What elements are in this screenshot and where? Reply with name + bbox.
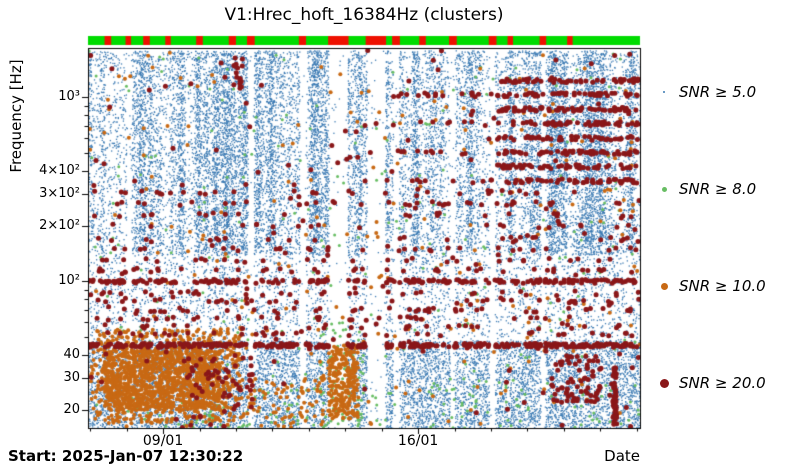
y-axis-tick-label: 20 [63, 402, 80, 418]
legend-entry-snr10: SNR ≥ 10.0 [656, 275, 766, 297]
legend-marker-box [656, 282, 672, 290]
legend-label: SNR ≥ 8.0 [679, 180, 757, 198]
legend-marker-box [656, 186, 672, 192]
legend-entry-snr5: SNR ≥ 5.0 [656, 81, 756, 103]
x-axis-tick-label: 09/01 [142, 433, 184, 449]
y-axis-label: Frequency [Hz] [7, 59, 25, 173]
x-axis-tick-label: 16/01 [397, 433, 439, 449]
y-axis-tick-label: 2×10² [39, 217, 80, 233]
legend-label: SNR ≥ 10.0 [679, 277, 766, 295]
legend-marker-box [656, 90, 672, 94]
chart-title: V1:Hrec_hoft_16384Hz (clusters) [224, 5, 504, 25]
legend-marker-box [656, 378, 672, 388]
y-axis-tick-label: 40 [63, 346, 80, 362]
x-axis-label: Date [604, 447, 640, 465]
snr5-marker-dot [662, 90, 666, 94]
snr10-marker-dot [660, 282, 668, 290]
y-axis-tick-label: 30 [63, 369, 80, 385]
y-axis-tick-label: 4×10² [39, 162, 80, 178]
legend: SNR ≥ 5.0 SNR ≥ 8.0 SNR ≥ 10.0 SNR ≥ 20.0 [656, 0, 804, 472]
legend-entry-snr20: SNR ≥ 20.0 [656, 372, 766, 394]
start-time-label: Start: 2025-Jan-07 12:30:22 [8, 447, 244, 465]
legend-entry-snr8: SNR ≥ 8.0 [656, 178, 756, 200]
snr20-marker-dot [659, 378, 669, 388]
legend-label: SNR ≥ 5.0 [679, 83, 757, 101]
snr8-marker-dot [661, 186, 667, 192]
legend-label: SNR ≥ 20.0 [679, 374, 766, 392]
y-axis-tick-label: 3×10² [39, 185, 80, 201]
y-axis-tick-label: 10³ [58, 89, 80, 105]
y-axis-tick-label: 10² [58, 273, 80, 289]
